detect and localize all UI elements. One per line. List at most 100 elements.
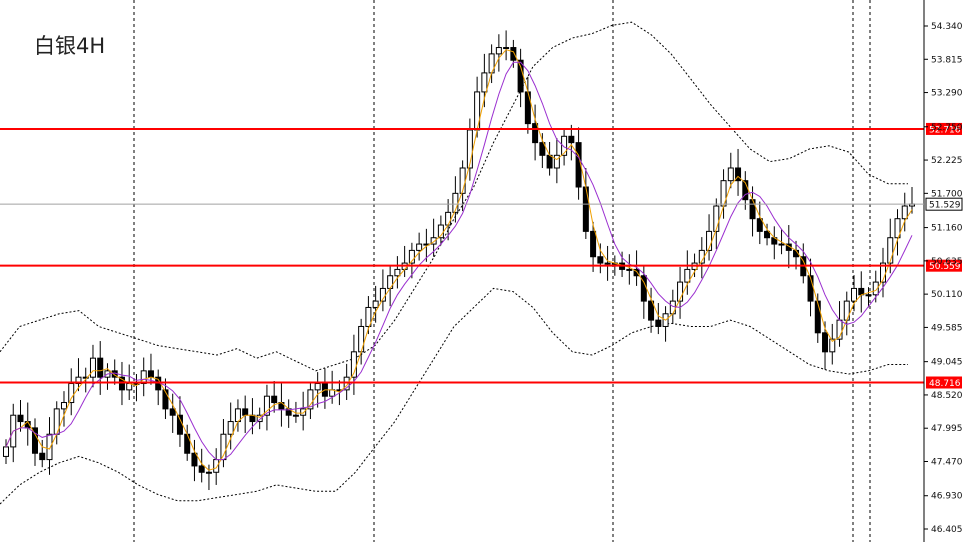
candle-body [633,268,640,277]
candle [568,124,575,161]
candle-body [626,268,633,271]
y-tick-label: 51.160 [931,224,963,234]
candle [742,171,749,210]
candle [887,218,894,274]
y-tick-label: 53.815 [931,55,963,65]
candle-body [735,167,742,182]
candle-body [872,281,879,296]
candle [713,198,720,250]
candle [626,254,633,285]
bollinger-lower [0,287,908,505]
candle-body [713,205,720,232]
candle [140,357,147,397]
candle-body [17,414,24,423]
candle-body [466,129,473,169]
candle [756,201,763,245]
candle-body [510,47,517,61]
candle-body [865,294,872,297]
candle-body [677,281,684,302]
y-tick-label: 49.045 [931,358,963,368]
candle-body [372,300,379,308]
candle [829,323,836,365]
candle [89,344,96,388]
candle [735,148,742,196]
candle-body [271,395,278,404]
level-price-tag [926,376,962,389]
candle-body [445,211,452,226]
candle-body [669,300,676,315]
candle-body [169,408,176,416]
candle [75,358,82,392]
candle-body [756,218,763,232]
candle-body [727,167,734,182]
candle-body [82,376,89,379]
candle-body [655,319,662,327]
candle [271,380,278,413]
candle [495,34,502,72]
candle-body [749,199,756,220]
y-tick-label: 48.520 [931,391,963,401]
candle [503,30,510,61]
candle-body [3,446,9,457]
candle [532,104,539,161]
candle [314,372,321,408]
candle-body [314,383,321,391]
y-tick-label: 52.750 [931,123,963,133]
candle-body [829,338,836,353]
candle-body [242,408,249,416]
candle-body [582,186,589,232]
candle-body [539,142,546,156]
candle [198,448,205,483]
candle-body [60,402,67,410]
candle-body [307,389,314,410]
candle-body [97,357,104,378]
y-tick-label: 52.225 [931,156,963,166]
y-tick-label: 50.635 [931,257,963,267]
y-tick-label: 47.470 [931,457,963,467]
candle-body [894,218,901,239]
current-price-tag [925,197,963,211]
y-tick-label: 46.405 [931,525,963,535]
candle-body [365,306,372,327]
candle [655,303,662,335]
candle [169,393,176,433]
candle-body [343,376,350,391]
candle-body [89,357,96,378]
candle-body [778,243,785,246]
candle [97,341,104,395]
candle [31,418,38,466]
candle-body [358,325,365,353]
candle [894,209,901,256]
candle-body [495,47,502,55]
candle-body [814,300,821,334]
candle-body [764,230,771,239]
candle [3,439,9,465]
candle [648,287,655,333]
candle [865,287,872,308]
level-price-tag [926,259,962,272]
y-tick-label: 50.110 [931,290,963,300]
candle [191,439,198,482]
candle-body [31,427,38,454]
candle-body [227,421,234,435]
candle-body [205,471,212,474]
candle-body [416,243,423,251]
level-price-label: 50.559 [929,262,961,272]
candle [60,391,67,427]
candle [256,407,263,430]
candle-body [147,370,154,378]
candle-body [684,268,691,283]
candle [851,275,858,312]
y-tick-label: 46.930 [931,492,963,502]
candle-body [648,300,655,321]
candle [764,223,771,246]
ma-fast-line [5,49,913,471]
candle-body [162,389,169,410]
current-price-label: 51.529 [929,201,961,211]
candle [227,402,234,450]
candle-body [597,256,604,264]
candle-body [604,262,611,265]
candle-body [568,135,575,144]
level-price-tag [926,122,962,135]
